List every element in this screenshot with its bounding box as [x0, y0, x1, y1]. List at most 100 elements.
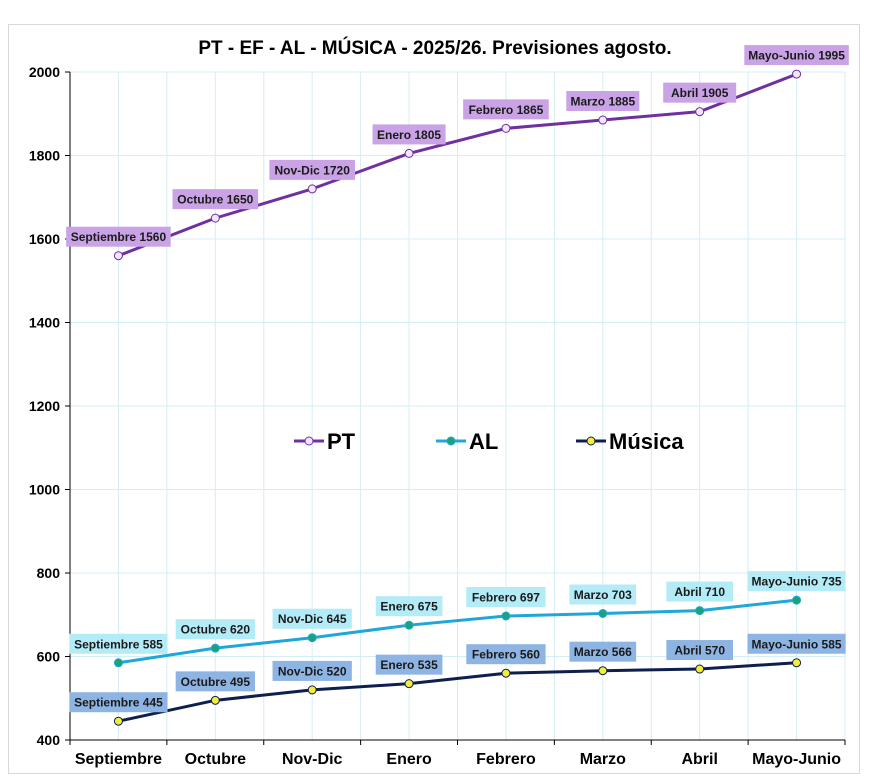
data-point: [307, 184, 317, 194]
series-group: [113, 69, 802, 726]
x-tick-label: Abril: [681, 751, 717, 768]
data-label-box: [375, 596, 443, 617]
data-point: [792, 658, 802, 668]
data-label-box: [747, 633, 846, 654]
data-label: Octubre 620: [181, 623, 251, 637]
data-label: Febrero 697: [472, 591, 540, 605]
legend-marker: [446, 436, 456, 446]
legend-label: AL: [469, 429, 498, 454]
data-label: Marzo 703: [574, 588, 632, 602]
data-label-box: [663, 82, 737, 103]
data-label-box: [463, 99, 549, 120]
x-tick-label: Marzo: [580, 751, 626, 768]
data-label-box: [744, 45, 849, 66]
data-label-box: [466, 587, 546, 608]
data-label-box: [175, 619, 255, 640]
data-point: [307, 633, 317, 643]
data-point: [404, 620, 414, 630]
data-label-box: [375, 654, 443, 675]
data-label-box: [175, 671, 255, 692]
y-tick-label: 2000: [29, 64, 60, 80]
data-label: Mayo-Junio 735: [752, 575, 842, 589]
data-point: [404, 679, 414, 689]
data-point: [501, 611, 511, 621]
legend: PT AL Música: [294, 429, 684, 454]
legend-label: Música: [609, 429, 684, 454]
chart-title: PT - EF - AL - MÚSICA - 2025/26. Previsi…: [198, 37, 671, 59]
axes: 400 600 800 1000 1200 1400 1600 1800 2000 Septiem…: [29, 64, 846, 768]
data-label: Marzo 566: [574, 645, 632, 659]
data-label: Octubre 1650: [177, 193, 253, 207]
data-label: Nov-Dic 645: [278, 612, 347, 626]
data-label-box: [172, 189, 259, 210]
legend-marker: [304, 436, 314, 446]
x-tick-label: Septiembre: [75, 751, 162, 768]
series-line-2: [118, 661, 797, 723]
data-point: [792, 595, 802, 605]
data-point: [113, 658, 123, 668]
data-point: [695, 664, 705, 674]
data-label-box: [272, 660, 352, 681]
y-tick-label: 1400: [29, 315, 60, 331]
data-label-box: [666, 581, 734, 602]
data-label: Febrero 1865: [469, 103, 544, 117]
data-label-box: [272, 608, 352, 629]
data-label-box: [66, 226, 171, 247]
data-point: [598, 666, 608, 676]
data-point: [113, 716, 123, 726]
data-label-box: [747, 571, 846, 592]
data-label: Febrero 560: [472, 648, 540, 662]
data-label-box: [466, 644, 546, 665]
data-point: [695, 606, 705, 616]
data-label-box: [69, 633, 168, 654]
legend-label: PT: [327, 429, 356, 454]
data-label: Septiembre 445: [74, 696, 163, 710]
data-label: Enero 675: [380, 600, 438, 614]
y-tick-label: 600: [37, 649, 61, 665]
x-tick-label: Febrero: [476, 751, 536, 768]
data-point: [792, 69, 802, 79]
y-tick-label: 1800: [29, 148, 60, 164]
data-label: Abril 710: [674, 585, 725, 599]
data-point: [598, 608, 608, 618]
gridlines: [70, 71, 846, 740]
x-tick-label: Mayo-Junio: [752, 751, 841, 768]
data-point: [598, 115, 608, 125]
y-tick-label: 1000: [29, 482, 60, 498]
data-labels: Septiembre 1560 Octubre 1650 Nov-Dic 1720 E…: [66, 45, 849, 713]
legend-marker: [586, 436, 596, 446]
data-label-box: [69, 692, 168, 713]
y-tick-label: 1200: [29, 398, 60, 414]
data-label-box: [269, 159, 355, 180]
series-line-1: [118, 598, 797, 665]
data-point: [404, 148, 414, 158]
data-label: Mayo-Junio 1995: [748, 49, 845, 63]
data-label: Abril 570: [674, 644, 725, 658]
data-point: [501, 123, 511, 133]
data-point: [695, 107, 705, 117]
y-tick-label: 400: [37, 732, 61, 748]
data-point: [210, 213, 220, 223]
x-tick-label: Octubre: [185, 751, 246, 768]
data-label: Nov-Dic 520: [278, 664, 347, 678]
data-label-box: [569, 584, 637, 605]
data-label: Abril 1905: [671, 86, 729, 100]
x-tick-label: Enero: [386, 751, 432, 768]
x-tick-label: Nov-Dic: [282, 751, 343, 768]
data-point: [113, 251, 123, 261]
data-point: [501, 668, 511, 678]
data-point: [210, 643, 220, 653]
data-label-box: [372, 124, 446, 145]
data-label: Septiembre 1560: [71, 230, 167, 244]
series-line-0: [117, 72, 798, 258]
data-label: Septiembre 585: [74, 637, 163, 651]
data-label-box: [569, 641, 637, 662]
data-label: Nov-Dic 1720: [275, 163, 351, 177]
data-label-box: [566, 91, 640, 112]
data-point: [307, 685, 317, 695]
y-tick-label: 800: [37, 565, 61, 581]
data-label: Octubre 495: [181, 675, 251, 689]
y-tick-label: 1600: [29, 231, 60, 247]
data-label-box: [666, 640, 734, 661]
